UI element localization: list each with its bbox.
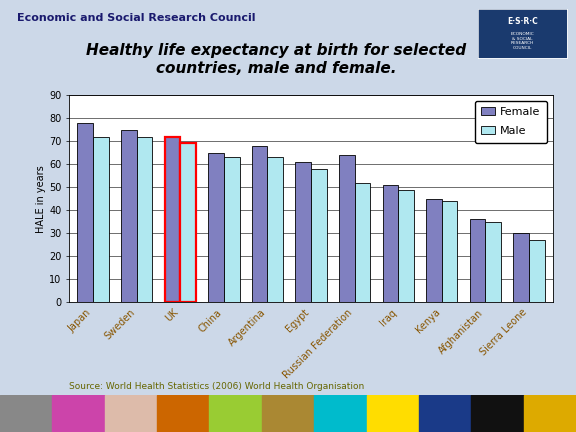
Bar [311,169,327,302]
Bar [486,222,501,302]
Bar [105,395,157,432]
Bar [398,190,414,302]
Bar [314,395,366,432]
Bar [52,395,105,432]
Bar [180,143,196,302]
Bar [210,395,262,432]
Bar [469,219,486,302]
Bar [165,137,180,302]
Bar [355,183,370,302]
Bar [339,155,355,302]
Bar [77,123,93,302]
Bar [262,395,314,432]
Bar [93,137,109,302]
Bar [137,137,153,302]
Bar [524,395,576,432]
Bar [366,395,419,432]
Legend: Female, Male: Female, Male [475,101,547,143]
Bar [426,199,442,302]
Bar [0,395,52,432]
Bar [267,157,283,302]
Bar [157,395,210,432]
Bar [419,395,471,432]
Bar [208,152,224,302]
Bar [442,201,457,302]
Bar [471,395,524,432]
Bar [224,157,240,302]
Text: Economic and Social Research Council: Economic and Social Research Council [17,13,256,23]
Text: Healthy life expectancy at birth for selected
countries, male and female.: Healthy life expectancy at birth for sel… [86,43,467,76]
Text: ECONOMIC
& SOCIAL
RESEARCH
COUNCIL: ECONOMIC & SOCIAL RESEARCH COUNCIL [511,32,535,50]
Bar [121,130,137,302]
Bar [295,162,311,302]
Bar [382,185,398,302]
Text: Source: World Health Statistics (2006) World Health Organisation: Source: World Health Statistics (2006) W… [69,382,365,391]
Y-axis label: HALE in years: HALE in years [36,165,46,232]
Bar [529,240,545,302]
Bar [252,146,267,302]
Text: E·S·R·C: E·S·R·C [507,16,538,25]
Bar [513,233,529,302]
